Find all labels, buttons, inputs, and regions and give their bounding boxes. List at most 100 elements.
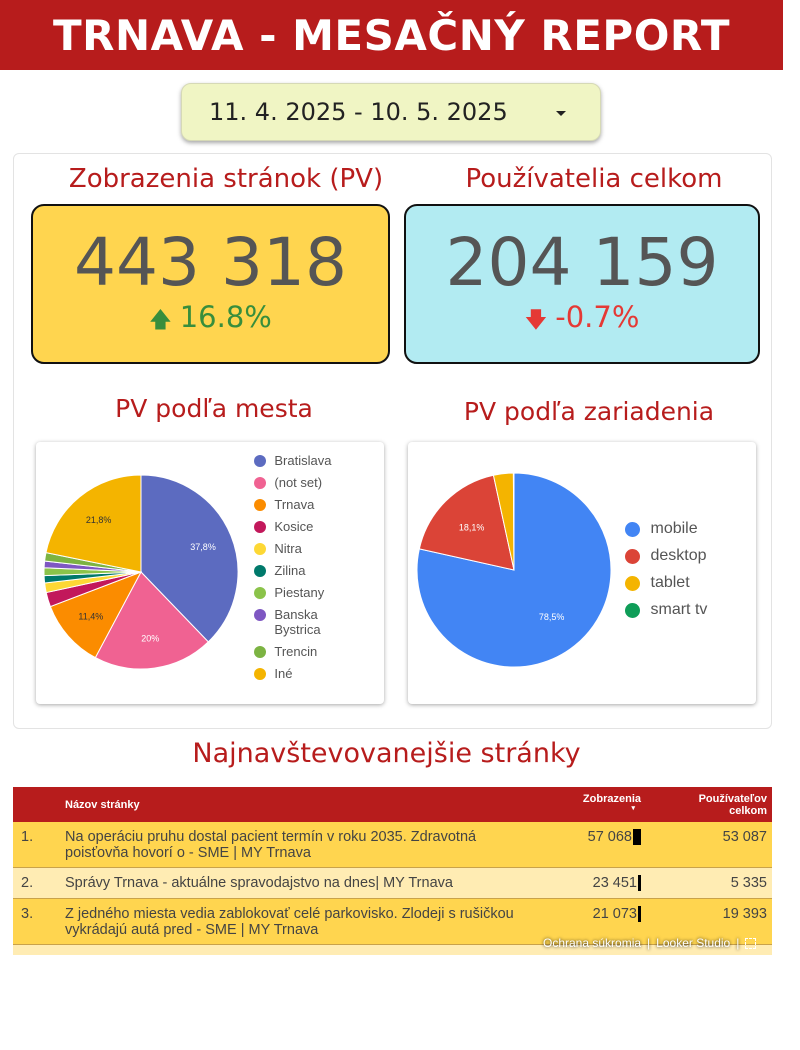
city-legend: Bratislava (not set) Trnava Kosice Nitra Zili… (254, 453, 331, 688)
column-header-page-name[interactable]: Názov stránky (65, 799, 140, 811)
legend-swatch (254, 565, 266, 577)
row-views-bar (633, 829, 641, 846)
column-header-users-line1: Používateľov (698, 793, 767, 805)
legend-swatch (625, 549, 640, 564)
legend-swatch (254, 587, 266, 599)
device-legend-label: smart tv (650, 601, 708, 618)
table-row-partial (13, 945, 772, 955)
city-slice-bratislava[interactable] (140, 474, 239, 643)
city-legend-item[interactable]: Trnava (254, 497, 331, 512)
chevron-down-icon[interactable] (556, 111, 566, 116)
device-legend-item[interactable]: desktop (625, 547, 707, 565)
city-legend-label: Trnava (274, 497, 315, 512)
city-legend-label: Bratislava (274, 453, 332, 468)
top-pages-title: Najnavštevovanejšie stránky (192, 738, 581, 769)
city-pie-chart[interactable]: 37,8% 20% 11,4% 21,8% Bratislava (not set) Tr… (36, 442, 384, 704)
city-legend-item[interactable]: Kosice (254, 519, 331, 534)
pageviews-change-value: 16.8% (179, 300, 272, 334)
legend-swatch (254, 668, 266, 680)
device-slice-desktop[interactable] (418, 474, 515, 571)
city-legend-label: Iné (274, 666, 293, 681)
looker-studio-link[interactable]: Looker Studio (656, 936, 731, 950)
device-slice-smart-tv[interactable] (512, 472, 515, 571)
city-legend-label: Nitra (274, 541, 302, 556)
privacy-link[interactable]: Ochrana súkromia (543, 936, 642, 950)
legend-swatch (254, 455, 266, 467)
row-views-value: 57 068 (587, 829, 632, 845)
date-range-label: 11. 4. 2025 - 10. 5. 2025 (209, 98, 508, 126)
city-legend-item[interactable]: Piestany (254, 585, 331, 600)
city-legend-label: (not set) (274, 475, 323, 490)
pageviews-change: 🡅 16.8% (33, 300, 388, 341)
city-slice-in-[interactable] (45, 474, 142, 573)
city-pie-svg: 37,8% 20% 11,4% 21,8% (43, 474, 239, 670)
table-row[interactable]: 3. Z jedného miesta vedia zablokovať celé… (13, 899, 772, 945)
column-header-views[interactable]: Zobrazenia ▾ (553, 793, 641, 813)
table-row[interactable]: 2. Správy Trnava - aktuálne spravodajstvo… (13, 868, 772, 899)
column-header-users[interactable]: Používateľov celkom (653, 793, 767, 817)
legend-swatch (625, 603, 640, 618)
city-data-label: 20% (141, 633, 159, 643)
users-scorecard[interactable]: 204 159 🡇 -0.7% (404, 204, 760, 364)
city-legend-label: Zilina (274, 563, 306, 578)
legend-swatch (254, 499, 266, 511)
legend-swatch (254, 521, 266, 533)
legend-swatch (254, 609, 266, 621)
city-legend-label: Piestany (274, 585, 325, 600)
legend-swatch (254, 646, 266, 658)
city-data-label: 37,8% (190, 542, 216, 552)
city-legend-item[interactable]: Trencin (254, 644, 331, 659)
users-change-value: -0.7% (555, 300, 640, 334)
city-legend-item[interactable]: Nitra (254, 541, 331, 556)
row-page-name[interactable]: Z jedného miesta vedia zablokovať celé p… (65, 906, 514, 938)
city-legend-item[interactable]: (not set) (254, 475, 331, 490)
row-views: 23 451 (561, 875, 641, 892)
row-users: 5 335 (730, 875, 767, 891)
city-legend-item[interactable]: Bratislava (254, 453, 331, 468)
device-data-label: 78,5% (539, 612, 565, 622)
device-pie-svg: 78,5% 18,1% (416, 472, 612, 668)
row-views: 57 068 (561, 829, 641, 846)
pageviews-scorecard[interactable]: 443 318 🡅 16.8% (31, 204, 390, 364)
users-value: 204 159 (445, 224, 719, 301)
row-users: 19 393 (722, 906, 767, 922)
report-title: TRNAVA - MESAČNÝ REPORT (53, 10, 730, 60)
date-range-picker[interactable]: 11. 4. 2025 - 10. 5. 2025 (181, 83, 601, 141)
separator: | (736, 936, 740, 950)
city-data-label: 21,8% (86, 515, 112, 525)
row-page-name[interactable]: Na operáciu pruhu dostal pacient termín … (65, 829, 477, 861)
arrow-down-icon: 🡇 (524, 308, 548, 333)
row-rank: 2. (21, 875, 34, 891)
device-legend-label: tablet (650, 574, 690, 591)
row-views-value: 21 073 (592, 906, 637, 922)
row-views: 21 073 (561, 906, 641, 923)
device-legend-item[interactable]: smart tv (625, 601, 707, 619)
row-page-name[interactable]: Správy Trnava - aktuálne spravodajstvo n… (65, 875, 453, 891)
separator: | (647, 936, 651, 950)
city-legend-item[interactable]: Iné (254, 666, 331, 681)
device-legend-label: mobile (650, 520, 698, 537)
city-legend-item[interactable]: Zilina (254, 563, 331, 578)
device-legend-item[interactable]: tablet (625, 574, 707, 592)
city-data-label: 11,4% (78, 611, 103, 621)
sort-desc-icon: ▾ (631, 805, 635, 812)
column-header-views-label: Zobrazenia (582, 793, 641, 805)
city-slice--not-set-[interactable] (94, 571, 209, 670)
city-legend-label: Banska Bystrica (274, 607, 321, 637)
device-data-label: 18,1% (459, 522, 485, 532)
top-pages-table: Názov stránky Zobrazenia ▾ Používateľov … (13, 787, 772, 955)
fullscreen-icon[interactable] (745, 938, 757, 950)
device-legend-item[interactable]: mobile (625, 520, 707, 538)
table-header: Názov stránky Zobrazenia ▾ Používateľov … (13, 787, 772, 822)
pageviews-value: 443 318 (74, 224, 347, 301)
legend-swatch (625, 522, 640, 537)
city-legend-item[interactable]: Banska Bystrica (254, 607, 331, 637)
city-slice-trnava[interactable] (49, 571, 143, 659)
device-legend: mobile desktop tablet smart tv (625, 520, 707, 628)
device-pie-chart[interactable]: 78,5% 18,1% mobile desktop tablet smart tv (408, 442, 756, 704)
legend-swatch (254, 543, 266, 555)
device-legend-label: desktop (650, 547, 707, 564)
footer-links: Ochrana súkromia | Looker Studio | (540, 936, 759, 950)
summary-panel: Zobrazenia stránok (PV) 443 318 🡅 16.8% P… (13, 153, 772, 729)
table-row[interactable]: 1. Na operáciu pruhu dostal pacient termí… (13, 822, 772, 868)
